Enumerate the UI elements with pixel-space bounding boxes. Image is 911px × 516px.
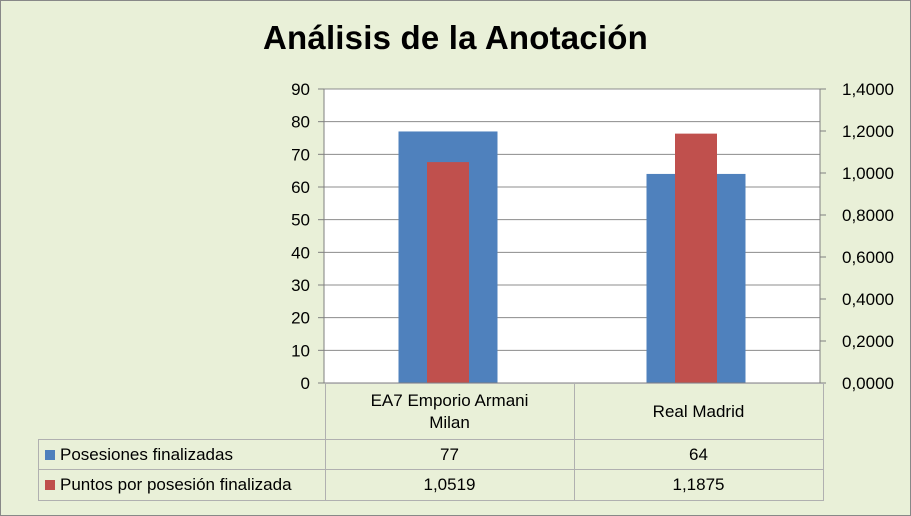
y-primary-tick-label: 70 bbox=[291, 145, 310, 164]
data-table: EA7 Emporio Armani Milan Real Madrid Pos… bbox=[38, 383, 824, 501]
legend-entry-series-1: Puntos por posesión finalizada bbox=[38, 469, 326, 501]
legend-label-series-1: Puntos por posesión finalizada bbox=[60, 475, 292, 494]
y-secondary-tick-label: 0,6000 bbox=[842, 248, 894, 267]
y-primary-tick-label: 0 bbox=[301, 374, 310, 393]
y-primary-tick-label: 20 bbox=[291, 309, 310, 328]
y-primary-tick-label: 90 bbox=[291, 80, 310, 99]
category-label-0-line-1: EA7 Emporio Armani bbox=[370, 390, 529, 410]
value-cell-series-1-cat-1: 1,1875 bbox=[573, 469, 824, 501]
category-label-0: EA7 Emporio Armani Milan bbox=[324, 383, 575, 440]
y-primary-tick-label: 80 bbox=[291, 113, 310, 132]
value-cell-series-0-cat-1: 64 bbox=[573, 439, 824, 470]
chart-title: Análisis de la Anotación bbox=[263, 19, 648, 56]
table-row-series-1: Puntos por posesión finalizada 1,0519 1,… bbox=[38, 469, 824, 501]
table-corner bbox=[39, 384, 326, 440]
y-primary-tick-label: 60 bbox=[291, 178, 310, 197]
category-label-1: Real Madrid bbox=[573, 383, 824, 440]
y-secondary-tick-label: 1,0000 bbox=[842, 164, 894, 183]
bar-puntos-por-posesion bbox=[675, 133, 717, 383]
value-cell-series-1-cat-0: 1,0519 bbox=[324, 469, 575, 501]
y-secondary-tick-label: 1,4000 bbox=[842, 80, 894, 99]
bar-puntos-por-posesion bbox=[427, 162, 469, 383]
table-header-row: EA7 Emporio Armani Milan Real Madrid bbox=[39, 383, 824, 440]
legend-swatch-blue bbox=[45, 449, 55, 460]
category-label-1-line-1: Real Madrid bbox=[652, 401, 745, 421]
y-secondary-tick-label: 0,0000 bbox=[842, 374, 894, 393]
y-primary-tick-label: 50 bbox=[291, 211, 310, 230]
legend-label-series-0: Posesiones finalizadas bbox=[60, 444, 233, 464]
y-primary-tick-label: 40 bbox=[291, 243, 310, 262]
legend-entry-series-0: Posesiones finalizadas bbox=[38, 439, 326, 470]
category-label-0-line-2: Milan bbox=[429, 412, 470, 432]
legend-swatch-red bbox=[45, 480, 55, 490]
plot-background bbox=[324, 89, 820, 383]
y-primary-tick-label: 30 bbox=[291, 276, 310, 295]
y-secondary-tick-label: 1,2000 bbox=[842, 122, 894, 141]
y-primary-tick-label: 10 bbox=[291, 341, 310, 360]
y-secondary-tick-label: 0,8000 bbox=[842, 206, 894, 225]
y-secondary-tick-label: 0,2000 bbox=[842, 332, 894, 351]
y-secondary-tick-label: 0,4000 bbox=[842, 290, 894, 309]
value-cell-series-0-cat-0: 77 bbox=[324, 439, 575, 470]
table-row-series-0: Posesiones finalizadas 77 64 bbox=[38, 439, 824, 470]
